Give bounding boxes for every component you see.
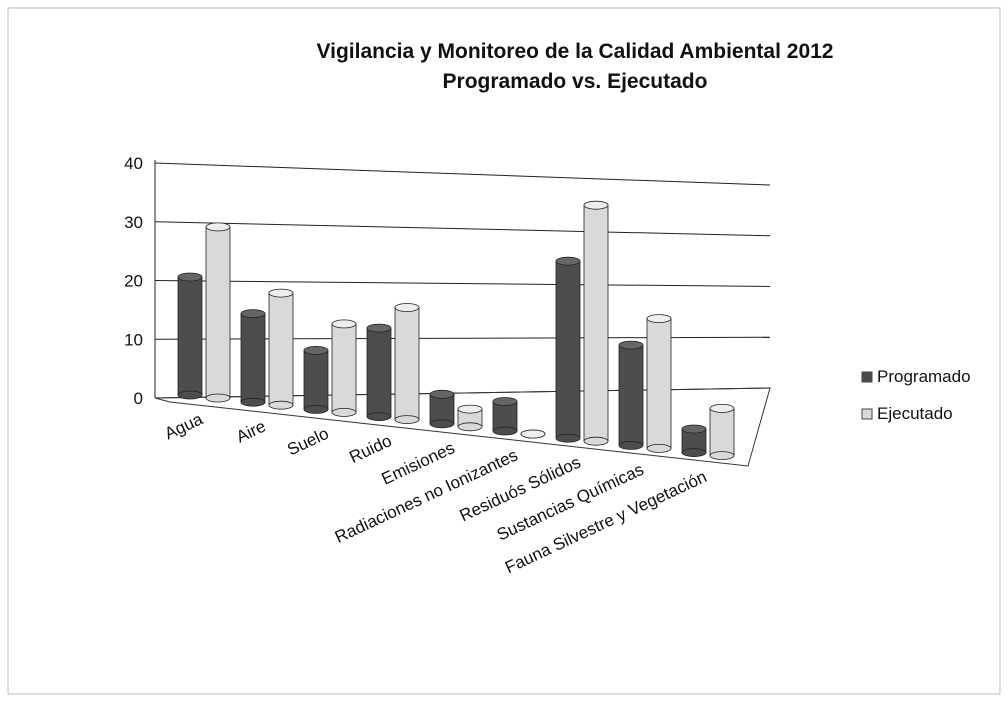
bar-top: [240, 309, 266, 319]
legend-label: Programado: [877, 367, 971, 386]
bar-top: [331, 319, 357, 329]
bar-bottom: [240, 397, 266, 407]
bar-bottom: [205, 393, 231, 403]
bar: [177, 272, 203, 400]
bar-bottom: [177, 390, 203, 400]
frame: [7, 7, 1001, 695]
bar: [429, 389, 455, 429]
bar-bottom: [681, 448, 707, 458]
bar: [492, 397, 518, 436]
bar-bottom: [331, 407, 357, 417]
bar-top: [457, 404, 483, 414]
bar-body: [240, 313, 266, 403]
bar-top: [555, 256, 581, 266]
bar-top: [429, 389, 455, 399]
grid-line: [154, 280, 771, 287]
bar-body: [331, 323, 357, 413]
bar: [618, 340, 644, 450]
bar-top: [681, 424, 707, 434]
bar-body: [555, 260, 581, 439]
bar: [709, 403, 735, 461]
bar-top: [646, 314, 672, 324]
y-tick-label: 40: [124, 154, 143, 173]
bar-body: [709, 407, 735, 456]
legend-swatch: [861, 371, 873, 383]
bar-body: [394, 307, 420, 420]
bar: [681, 424, 707, 458]
y-tick-label: 30: [124, 213, 143, 232]
bar-bottom: [583, 436, 609, 446]
grid-line: [154, 221, 771, 237]
bar-body: [268, 292, 294, 406]
bar-body: [618, 344, 644, 446]
bar: [366, 323, 392, 422]
grid-line: [154, 162, 771, 186]
bar-body: [429, 393, 455, 425]
bar-body: [646, 318, 672, 449]
bar-body: [583, 204, 609, 442]
y-tick-label: 10: [124, 330, 143, 349]
bar: [583, 200, 609, 446]
bar-top: [709, 403, 735, 413]
legend-swatch: [861, 408, 873, 420]
bar-bottom: [646, 443, 672, 453]
bar-top: [177, 272, 203, 282]
bar-body: [303, 349, 329, 410]
bar-bottom: [457, 422, 483, 432]
y-tick-label: 0: [134, 389, 143, 408]
bar-bottom: [268, 400, 294, 410]
bar-top: [618, 340, 644, 350]
bar-top: [583, 200, 609, 210]
bar-top: [268, 288, 294, 298]
chart-title: Vigilancia y Monitoreo de la Calidad Amb…: [317, 40, 834, 63]
bar-bottom: [555, 433, 581, 443]
y-tick-label: 20: [124, 272, 143, 291]
bar: [520, 429, 546, 439]
bar-top: [303, 345, 329, 355]
bar: [240, 309, 266, 407]
bar: [457, 404, 483, 432]
bar-bottom: [492, 426, 518, 436]
bar-top: [492, 397, 518, 406]
bar-body: [492, 401, 518, 432]
bar-bottom: [618, 440, 644, 450]
bar-bottom: [394, 415, 420, 425]
bar-bottom: [709, 451, 735, 461]
bar-bottom: [303, 404, 329, 414]
bar-body: [366, 327, 392, 418]
bar-top: [520, 429, 546, 439]
legend-label: Ejecutado: [877, 404, 953, 423]
bar: [205, 222, 231, 403]
bar: [303, 345, 329, 414]
bar-bottom: [366, 412, 392, 422]
bar-bottom: [429, 419, 455, 429]
bar-top: [394, 303, 420, 312]
bar: [646, 314, 672, 453]
bar: [394, 303, 420, 425]
bar-body: [205, 226, 231, 399]
bar: [331, 319, 357, 417]
bar: [268, 288, 294, 410]
bar-top: [366, 323, 392, 333]
chart-subtitle: Programado vs. Ejecutado: [443, 70, 708, 93]
bar-top: [205, 222, 231, 232]
bar: [555, 256, 581, 443]
bar-body: [177, 276, 203, 396]
